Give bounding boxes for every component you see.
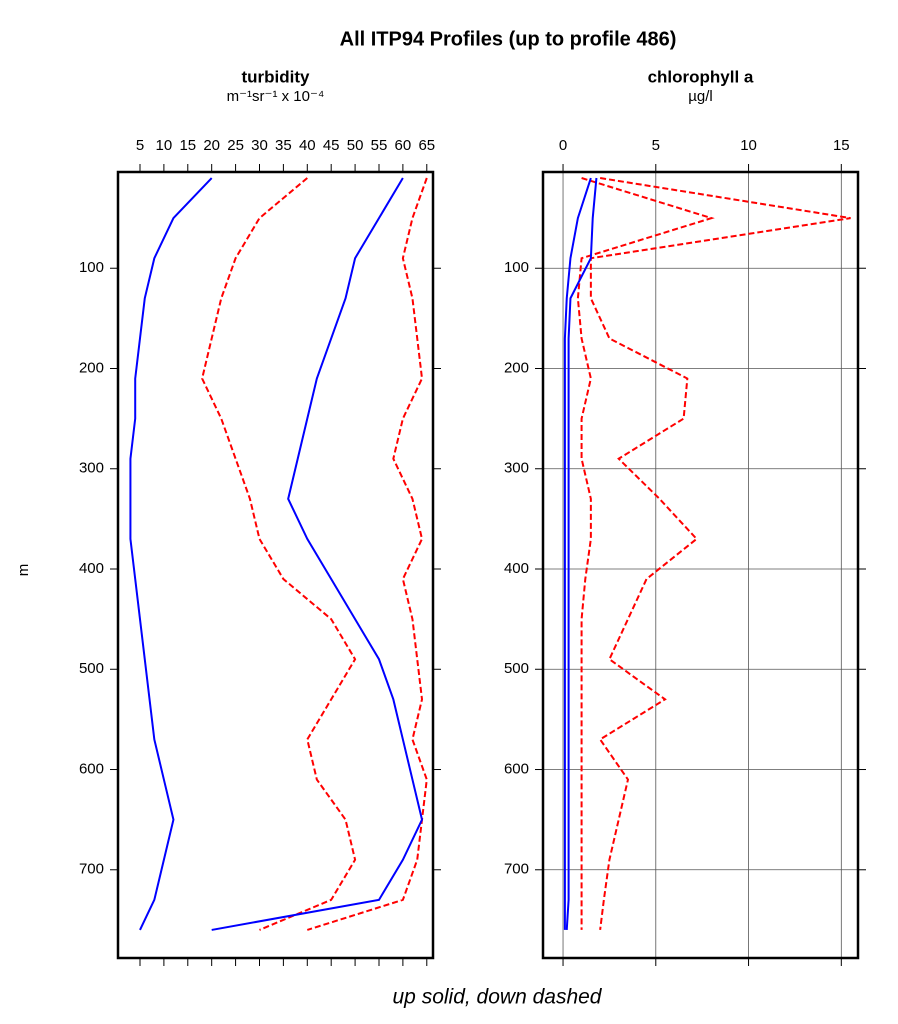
x-tick-label: 30 [251,137,268,154]
profile-line [306,177,428,931]
x-tick-label: 5 [652,137,660,154]
y-tick-label: 500 [504,660,529,677]
panel-title: chlorophyll a [648,67,754,86]
x-tick-label: 55 [371,137,388,154]
y-tick-label: 200 [79,359,104,376]
x-tick-label: 10 [156,137,173,154]
x-tick-label: 0 [559,137,567,154]
plot-area [129,177,428,931]
panel-frame [541,170,860,960]
x-tick-label: 20 [203,137,220,154]
y-tick-label: 300 [79,460,104,477]
x-tick-label: 50 [347,137,364,154]
y-tick-label: 100 [79,259,104,276]
profile-line [129,177,213,931]
figure-title: All ITP94 Profiles (up to profile 486) [340,28,677,50]
panel-frame [116,170,435,960]
y-tick-label: 600 [504,760,529,777]
profile-line [211,177,424,931]
profile-line [589,177,851,931]
x-tick-label: 45 [323,137,340,154]
profile-line [576,177,715,930]
footer-note: up solid, down dashed [393,986,603,1009]
y-tick-label: 300 [504,460,529,477]
y-tick-label: 400 [79,560,104,577]
y-axis-label: m [15,564,32,577]
x-tick-label: 40 [299,137,316,154]
x-tick-label: 5 [136,137,144,154]
x-tick-label: 10 [740,137,757,154]
x-tick-label: 15 [833,137,850,154]
x-tick-label: 15 [179,137,196,154]
y-tick-label: 200 [504,359,529,376]
x-tick-label: 65 [418,137,435,154]
plot-area [563,177,851,931]
profile-line [201,177,357,931]
y-tick-label: 500 [79,660,104,677]
panel-subtitle: µg/l [688,88,713,105]
x-tick-label: 25 [227,137,244,154]
y-tick-label: 700 [79,861,104,878]
panel-subtitle: m⁻¹sr⁻¹ x 10⁻⁴ [227,88,325,105]
y-tick-label: 400 [504,560,529,577]
y-tick-label: 100 [504,259,529,276]
x-tick-label: 60 [395,137,412,154]
x-tick-label: 35 [275,137,292,154]
y-tick-label: 600 [79,760,104,777]
profile-line [563,177,592,930]
panel-title: turbidity [242,67,311,86]
profile-line [565,177,598,930]
y-tick-label: 700 [504,861,529,878]
